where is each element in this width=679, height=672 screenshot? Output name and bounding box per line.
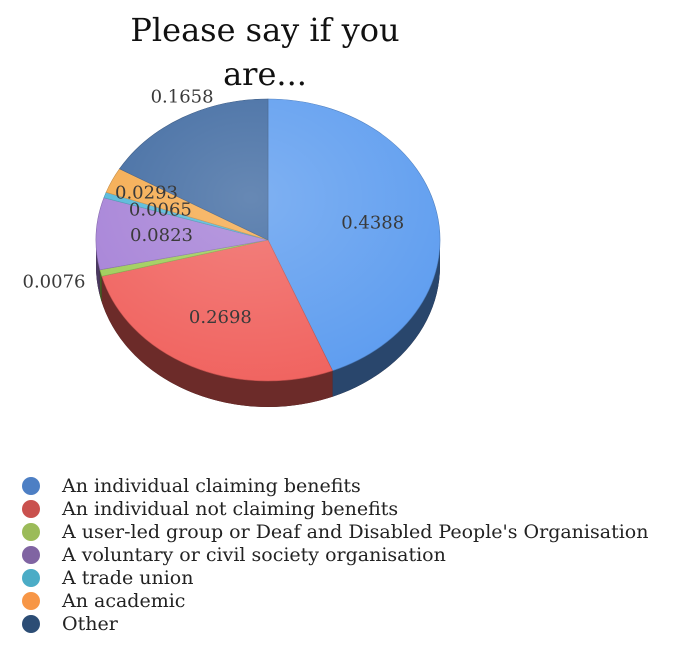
data-label: 0.2698 (189, 307, 252, 328)
legend-swatch (22, 476, 40, 495)
legend-item: A user-led group or Deaf and Disabled Pe… (22, 520, 648, 543)
data-label: 0.0076 (23, 271, 86, 292)
chart-title: Please say if you are... (130, 11, 400, 93)
legend-label: A trade union (62, 566, 194, 589)
data-label: 0.0293 (115, 182, 178, 203)
data-label: 0.0823 (130, 225, 193, 246)
pie-slice-side (101, 276, 333, 407)
legend-swatch (22, 522, 40, 541)
legend-item: An individual claiming benefits (22, 474, 648, 497)
data-label: 0.0065 (129, 199, 192, 220)
legend-label: A voluntary or civil society organisatio… (62, 543, 446, 566)
legend-label: Other (62, 612, 118, 635)
legend-swatch (22, 545, 40, 564)
legend-label: An individual not claiming benefits (62, 497, 399, 520)
legend-label: An individual claiming benefits (62, 474, 361, 497)
data-label: 0.4388 (341, 212, 404, 233)
pie-slice-side (332, 240, 440, 397)
legend-label: A user-led group or Deaf and Disabled Pe… (62, 520, 649, 543)
pie-gloss (96, 99, 440, 381)
data-label: 0.1658 (151, 87, 214, 108)
legend: An individual claiming benefits An indivi… (22, 474, 648, 635)
legend-label: An academic (62, 589, 186, 612)
pie-slice-side (99, 269, 102, 303)
legend-item: Other (22, 612, 648, 635)
legend-item: An individual not claiming benefits (22, 497, 648, 520)
legend-swatch (22, 591, 40, 610)
legend-swatch (22, 499, 40, 518)
pie-slice-side (96, 240, 100, 296)
legend-swatch (22, 614, 40, 633)
legend-item: A voluntary or civil society organisatio… (22, 543, 648, 566)
legend-swatch (22, 568, 40, 587)
legend-item: An academic (22, 589, 648, 612)
legend-item: A trade union (22, 566, 648, 589)
